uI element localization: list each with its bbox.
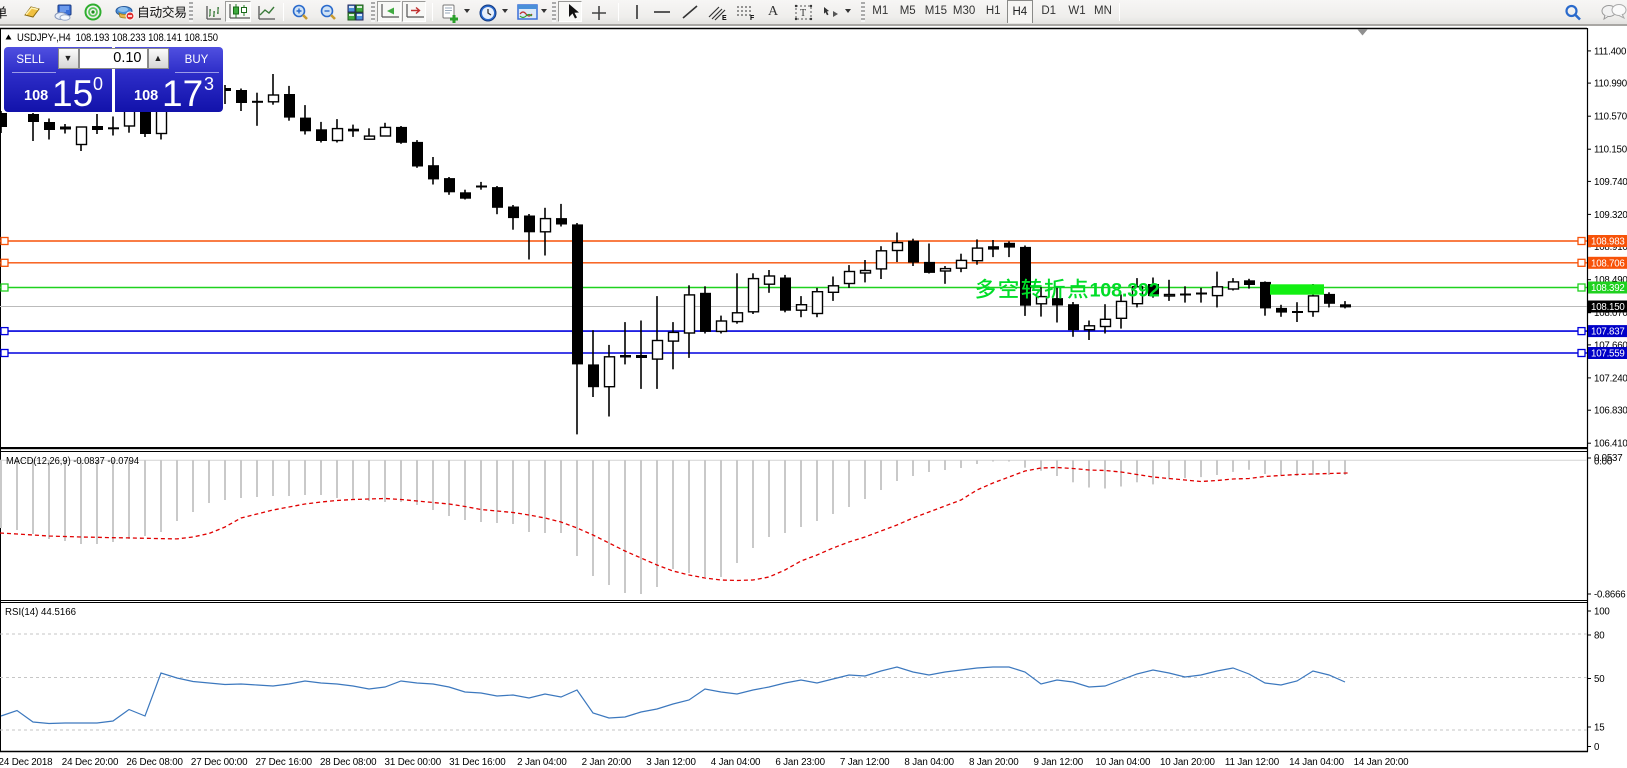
svg-text:USDJPY-,H4 108.193 108.233 10: USDJPY-,H4 108.193 108.233 108.141 108.1…	[17, 32, 218, 44]
svg-text:106.410: 106.410	[1594, 439, 1627, 450]
svg-text:0: 0	[1594, 742, 1600, 753]
svg-text:14 Jan 04:00: 14 Jan 04:00	[1289, 757, 1345, 768]
svg-text:100: 100	[1594, 607, 1610, 618]
svg-text:T: T	[800, 8, 806, 19]
svg-text:14 Jan 20:00: 14 Jan 20:00	[1354, 757, 1410, 768]
svg-text:108.490: 108.490	[1594, 275, 1627, 286]
svg-text:31 Dec 16:00: 31 Dec 16:00	[449, 757, 506, 768]
svg-text:107.240: 107.240	[1594, 373, 1627, 384]
svg-text:27 Dec 16:00: 27 Dec 16:00	[255, 757, 312, 768]
svg-text:109.740: 109.740	[1594, 177, 1627, 188]
svg-text:108.392: 108.392	[1090, 280, 1160, 302]
svg-text:2 Jan 04:00: 2 Jan 04:00	[517, 757, 567, 768]
svg-text:50: 50	[1594, 674, 1605, 685]
svg-text:108.910: 108.910	[1594, 242, 1627, 253]
svg-text:E: E	[722, 15, 727, 21]
svg-text:110.570: 110.570	[1594, 112, 1627, 123]
svg-text:0.00: 0.00	[1594, 457, 1613, 468]
svg-text:31 Dec 00:00: 31 Dec 00:00	[385, 757, 442, 768]
svg-text:2 Jan 20:00: 2 Jan 20:00	[582, 757, 632, 768]
svg-text:107.837: 107.837	[1591, 327, 1625, 338]
svg-text:108.706: 108.706	[1591, 258, 1625, 269]
svg-text:107.660: 107.660	[1594, 340, 1627, 351]
svg-text:0.0537: 0.0537	[1594, 453, 1622, 464]
svg-text:108.150: 108.150	[1591, 302, 1625, 313]
svg-text:110.990: 110.990	[1594, 79, 1627, 90]
svg-text:4 Jan 04:00: 4 Jan 04:00	[711, 757, 761, 768]
svg-text:27 Dec 00:00: 27 Dec 00:00	[191, 757, 248, 768]
svg-text:110.150: 110.150	[1594, 145, 1627, 156]
svg-text:10 Jan 20:00: 10 Jan 20:00	[1160, 757, 1216, 768]
svg-text:108.983: 108.983	[1591, 237, 1625, 248]
svg-text:28 Dec 08:00: 28 Dec 08:00	[320, 757, 377, 768]
svg-text:26 Dec 08:00: 26 Dec 08:00	[126, 757, 183, 768]
svg-text:-0.8666: -0.8666	[1594, 590, 1625, 601]
svg-text:107.559: 107.559	[1591, 349, 1625, 360]
svg-text:109.320: 109.320	[1594, 210, 1627, 221]
svg-text:3 Jan 12:00: 3 Jan 12:00	[646, 757, 696, 768]
svg-text:108.070: 108.070	[1594, 308, 1627, 319]
svg-text:8 Jan 20:00: 8 Jan 20:00	[969, 757, 1019, 768]
svg-text:6 Jan 23:00: 6 Jan 23:00	[775, 757, 825, 768]
svg-text:F: F	[750, 15, 755, 21]
svg-text:108.392: 108.392	[1591, 283, 1625, 294]
svg-text:24 Dec 2018: 24 Dec 2018	[0, 757, 53, 768]
svg-text:10 Jan 04:00: 10 Jan 04:00	[1095, 757, 1151, 768]
svg-text:111.400: 111.400	[1594, 46, 1627, 57]
svg-text:RSI(14) 44.5166: RSI(14) 44.5166	[5, 607, 76, 618]
svg-text:8 Jan 04:00: 8 Jan 04:00	[904, 757, 954, 768]
svg-text:7 Jan 12:00: 7 Jan 12:00	[840, 757, 890, 768]
svg-text:MACD(12,26,9) -0.0837 -0.0794: MACD(12,26,9) -0.0837 -0.0794	[6, 456, 139, 467]
svg-text:106.830: 106.830	[1594, 406, 1627, 417]
svg-text:80: 80	[1594, 631, 1605, 642]
svg-text:9 Jan 12:00: 9 Jan 12:00	[1034, 757, 1084, 768]
svg-text:11 Jan 12:00: 11 Jan 12:00	[1225, 757, 1280, 768]
svg-text:15: 15	[1594, 723, 1604, 734]
svg-text:24 Dec 20:00: 24 Dec 20:00	[62, 757, 119, 768]
